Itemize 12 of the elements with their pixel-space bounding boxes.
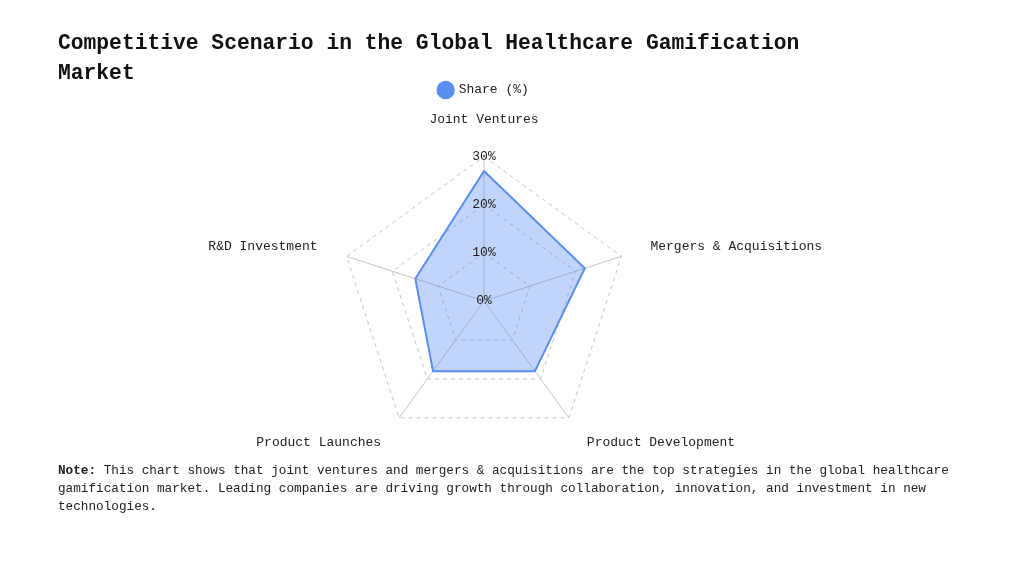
y-tick-label: 20% [472, 197, 496, 213]
legend-label: Share (%) [458, 82, 529, 98]
spoke-label: R&D Investment [208, 239, 318, 255]
spoke-label: Joint Ventures [429, 111, 539, 127]
y-tick-label: 0% [476, 293, 492, 309]
spoke-label: Mergers & Acquisitions [650, 239, 823, 255]
y-tick-label: 30% [472, 148, 496, 164]
chart-title: Competitive Scenario in the Global Healthcare Gamification Market [58, 31, 800, 85]
y-tick-label: 10% [472, 245, 496, 261]
text: Note: This chart shows that joint ventures and mergers & acquisitions are the top strategies in the global healthcare gamification market. Leading companies are driving growth through collaboration, innovation, and investment in new technologies. [58, 462, 950, 516]
spoke-label: Product Launches [256, 435, 382, 451]
spoke-label: Product Development [586, 435, 736, 451]
